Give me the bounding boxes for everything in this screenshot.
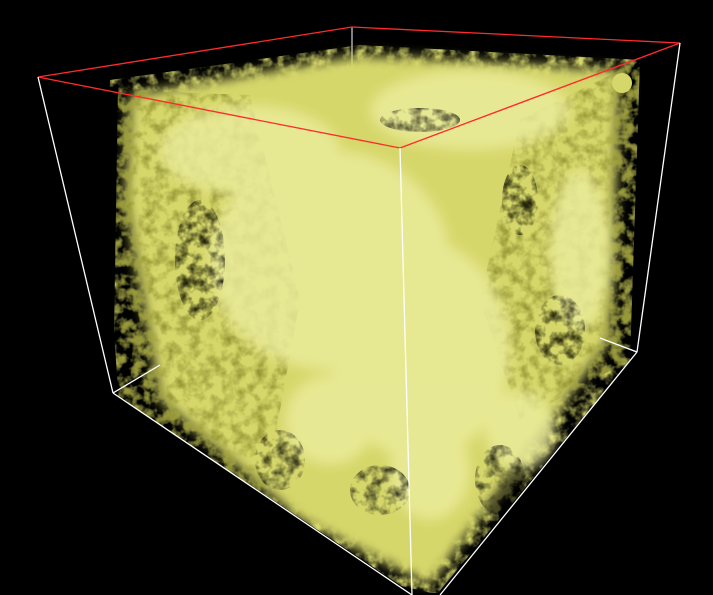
volume-small-blob [612,73,632,93]
volume-void [255,430,305,490]
box-edge-top-left [37,26,353,78]
volume-blob [550,170,610,330]
box-edge-top-front [37,76,401,149]
box-edge-bottom-back-right [599,337,638,353]
box-edge-vertical-left [37,76,114,394]
volume-void [535,295,585,365]
box-edge-bottom-left [112,392,413,595]
box-edge-bottom-back-left [112,364,161,394]
volume-blob [285,375,375,465]
isosurface-volume [105,45,640,593]
volume-blob [390,420,470,520]
volume-void [350,465,410,515]
box-edge-vertical-front [399,147,413,595]
volume-void [475,445,525,515]
box-edge-top-back [351,26,681,44]
box-edge-top-right [399,42,681,149]
volume-blob [330,240,510,460]
volume-void [380,108,460,132]
volume-void [175,200,225,320]
box-edge-vertical-right [636,42,681,353]
box-edge-bottom-right [439,351,638,595]
bounding-box-front-edges [37,26,681,595]
volume-void [502,165,538,235]
